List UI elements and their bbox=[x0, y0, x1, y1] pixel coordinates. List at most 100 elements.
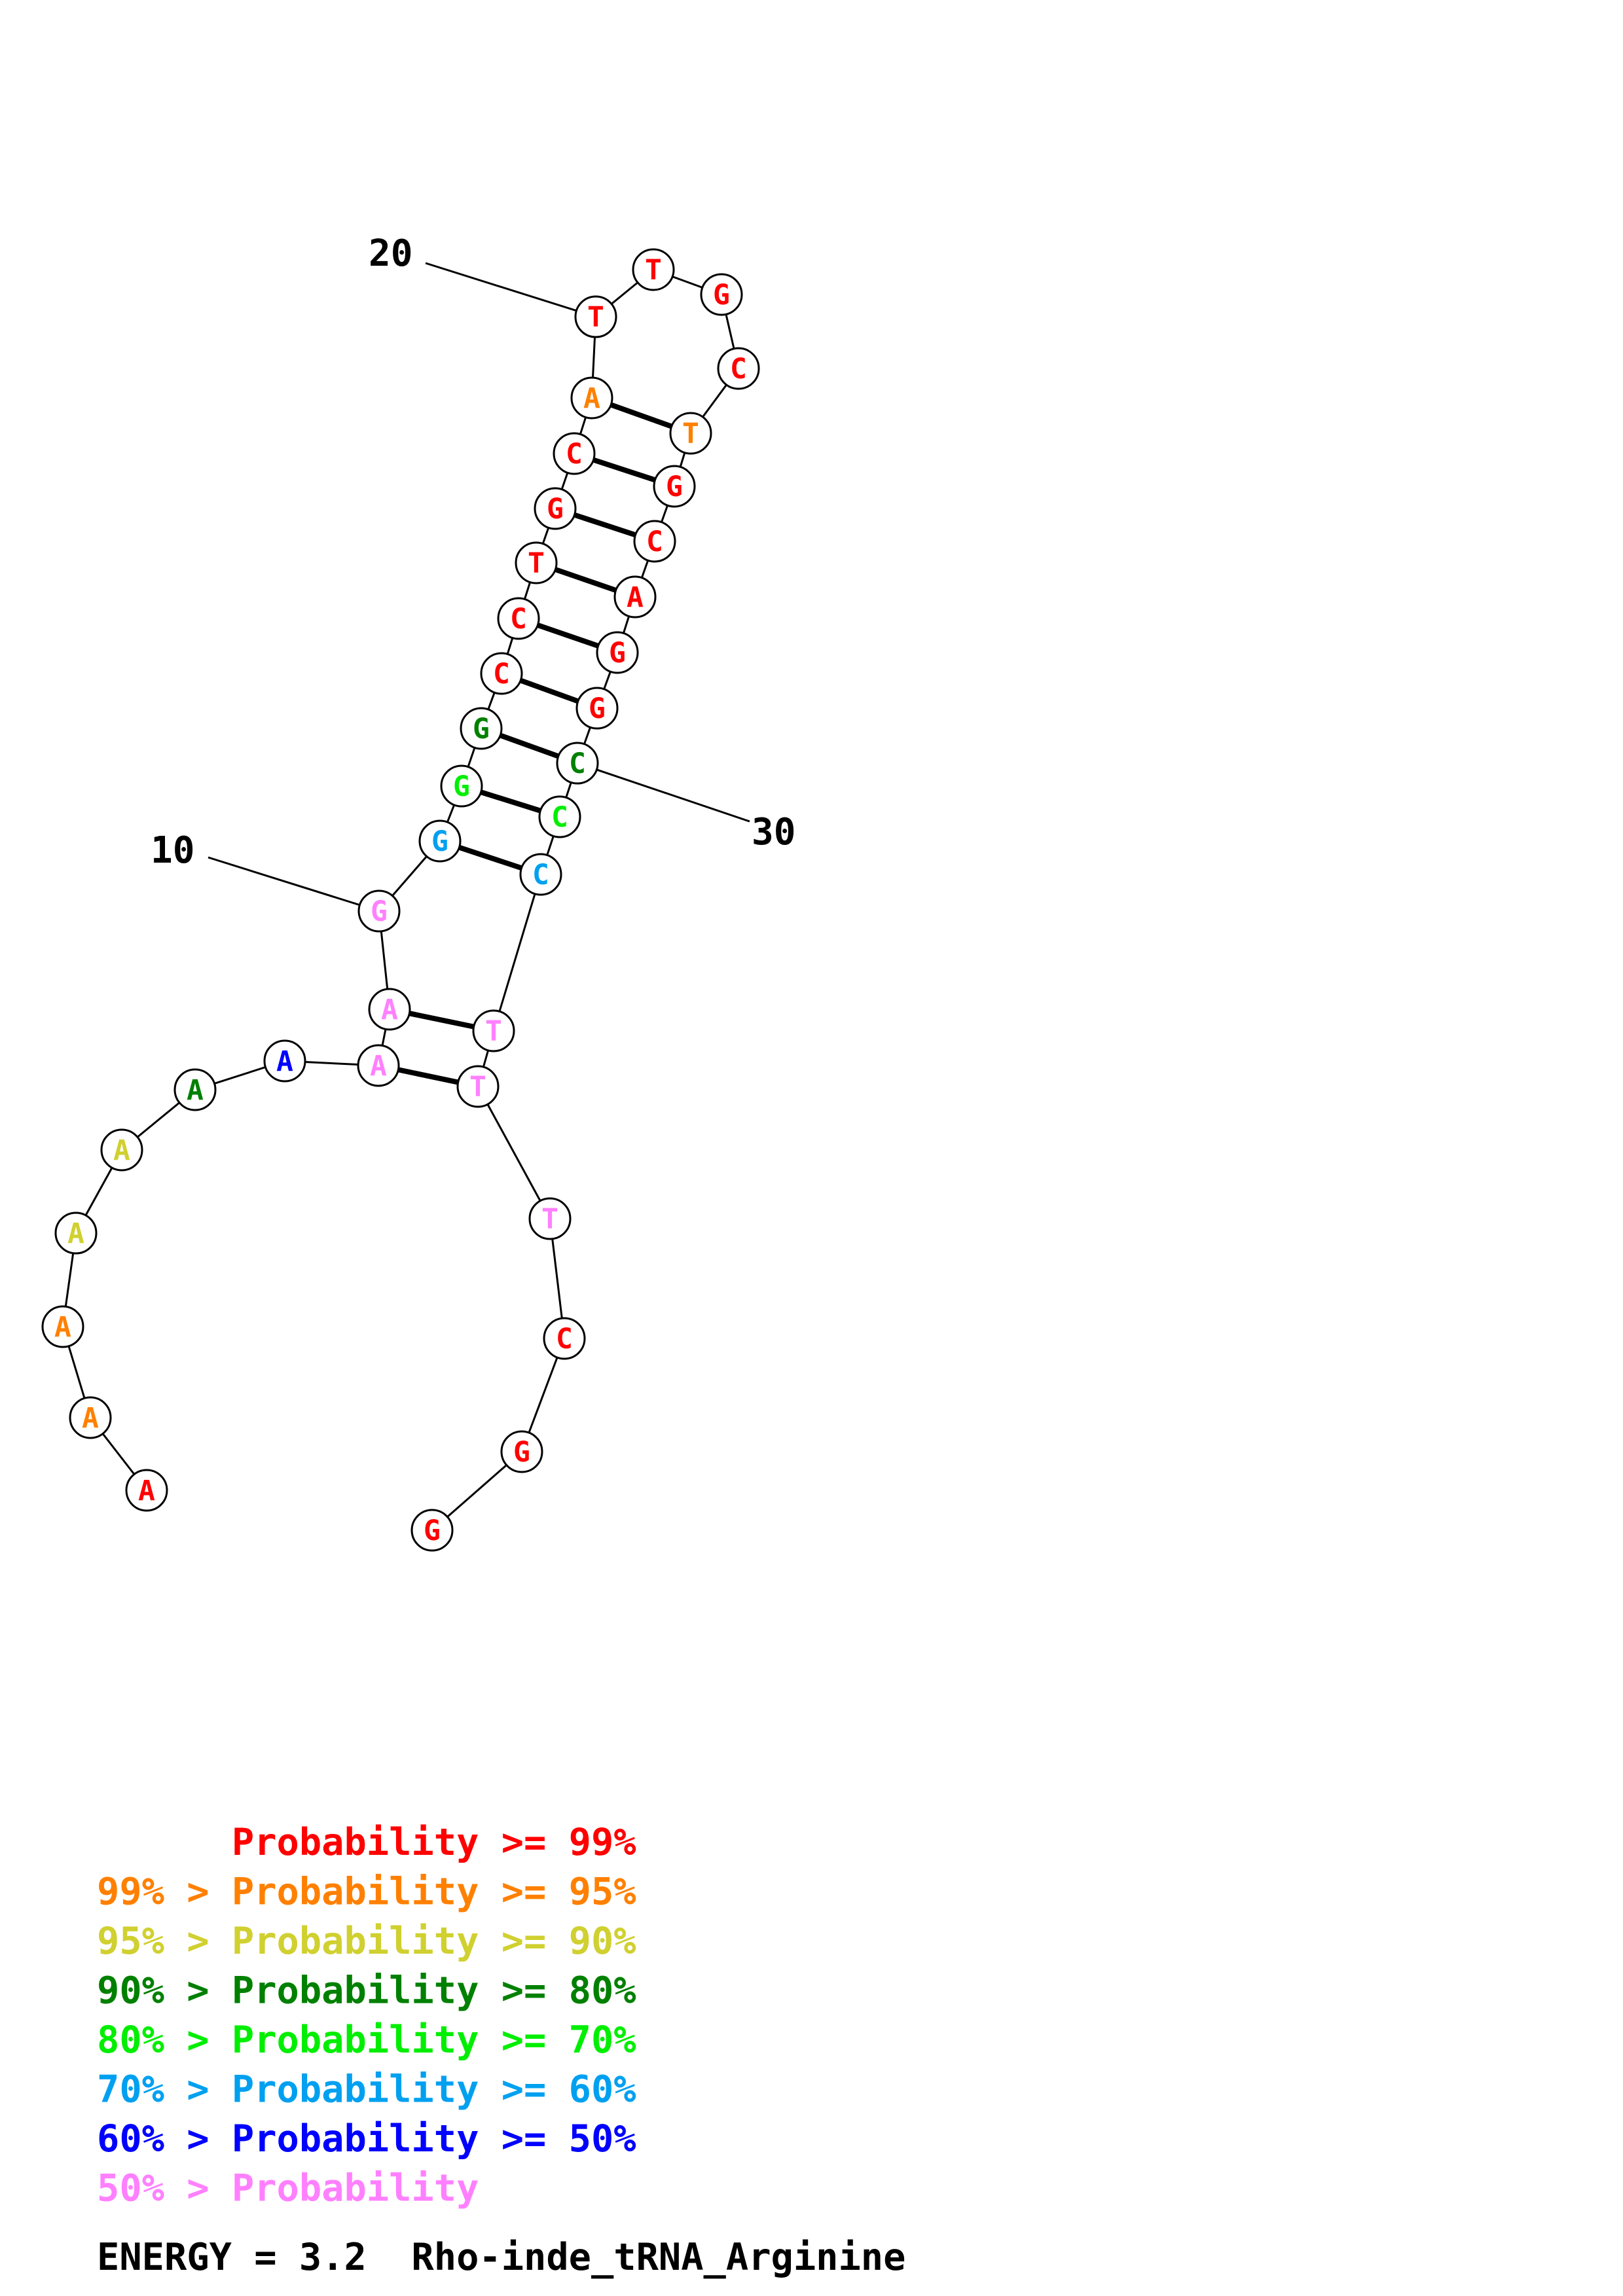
nucleotide-letter: T bbox=[528, 547, 545, 580]
nucleotide-letter: C bbox=[510, 603, 527, 636]
legend-entry: 99% > Probability >= 95% bbox=[97, 1871, 636, 1914]
nucleotide-13: G bbox=[460, 707, 503, 750]
nucleotide-circle bbox=[472, 1009, 515, 1052]
nucleotide-9: A bbox=[368, 988, 411, 1031]
nucleotide-31: C bbox=[538, 795, 581, 838]
nucleotide-circle bbox=[653, 465, 696, 508]
nucleotide-letter: T bbox=[485, 1015, 502, 1048]
position-label-20: 20 bbox=[369, 232, 412, 275]
legend-entry: 50% > Probability bbox=[97, 2167, 479, 2210]
nucleotide-circle bbox=[500, 1430, 543, 1473]
nucleotide-11: G bbox=[418, 819, 462, 863]
position-leader-line bbox=[425, 262, 596, 318]
nucleotide-5: A bbox=[100, 1128, 143, 1172]
nucleotide-circle bbox=[410, 1509, 454, 1552]
nucleotide-12: G bbox=[440, 764, 483, 808]
nucleotide-18: C bbox=[553, 432, 596, 475]
nucleotide-letter: C bbox=[566, 438, 583, 471]
position-leader-line bbox=[577, 762, 750, 823]
nucleotide-36: C bbox=[543, 1317, 586, 1360]
nucleotide-8: A bbox=[357, 1044, 400, 1087]
legend-entry: 95% > Probability >= 90% bbox=[97, 1920, 636, 1963]
nucleotide-circle bbox=[41, 1305, 84, 1348]
nucleotide-letter: G bbox=[589, 692, 606, 725]
position-label-30: 30 bbox=[752, 811, 795, 853]
nucleotide-letter: C bbox=[493, 658, 510, 691]
nucleotide-letter: T bbox=[541, 1203, 558, 1236]
nucleotide-21: T bbox=[632, 248, 675, 291]
base-pair-bonds bbox=[378, 395, 692, 1089]
position-leader-line bbox=[208, 856, 380, 912]
nucleotide-circle bbox=[553, 432, 596, 475]
nucleotide-letter: G bbox=[547, 493, 564, 526]
nucleotide-letter: C bbox=[646, 526, 663, 558]
backbone-segment bbox=[492, 874, 542, 1031]
nucleotide-circle bbox=[669, 412, 712, 455]
nucleotide-circle bbox=[596, 631, 639, 674]
nucleotide-circle bbox=[543, 1317, 586, 1360]
legend-entry: 70% > Probability >= 60% bbox=[97, 2068, 636, 2111]
nucleotide-28: G bbox=[596, 631, 639, 674]
nucleotide-letter: A bbox=[276, 1045, 293, 1078]
nucleotide-letter: G bbox=[713, 279, 730, 312]
nucleotide-33: T bbox=[472, 1009, 515, 1052]
nucleotide-19: A bbox=[570, 376, 613, 420]
nucleotide-circle bbox=[456, 1065, 500, 1108]
nucleotide-14: C bbox=[480, 652, 523, 695]
nucleotide-letter: G bbox=[609, 637, 626, 670]
nucleotide-letter: A bbox=[627, 581, 644, 614]
nucleotide-16: T bbox=[515, 541, 558, 584]
nucleotide-circle bbox=[480, 652, 523, 695]
nucleotide-25: G bbox=[653, 465, 696, 508]
nucleotide-letter: A bbox=[370, 1050, 387, 1083]
nucleotide-letter: C bbox=[569, 747, 586, 780]
nucleotide-letter: A bbox=[82, 1402, 99, 1435]
nucleotide-circle bbox=[54, 1211, 98, 1255]
nucleotide-22: G bbox=[700, 273, 743, 316]
legend-entry: 60% > Probability >= 50% bbox=[97, 2117, 636, 2161]
nucleotide-24: T bbox=[669, 412, 712, 455]
position-label-10: 10 bbox=[151, 829, 194, 872]
legend-entry: 80% > Probability >= 70% bbox=[97, 2018, 636, 2062]
nucleotide-23: C bbox=[717, 347, 760, 390]
nucleotide-1: A bbox=[125, 1469, 168, 1512]
nucleotide-letter: G bbox=[453, 770, 470, 803]
nucleotide-32: C bbox=[519, 853, 562, 896]
nucleotide-letter: T bbox=[587, 301, 604, 334]
legend-entry: Probability >= 99% bbox=[97, 1821, 636, 1864]
nucleotide-2: A bbox=[69, 1396, 112, 1439]
legend-entry: 90% > Probability >= 80% bbox=[97, 1969, 636, 2013]
nucleotide-circle bbox=[632, 248, 675, 291]
nucleotide-4: A bbox=[54, 1211, 98, 1255]
nucleotide-circle bbox=[575, 687, 619, 730]
nucleotide-37: G bbox=[500, 1430, 543, 1473]
nucleotide-circle bbox=[534, 487, 577, 530]
nucleotide-circle bbox=[574, 295, 617, 338]
backbone-segment bbox=[477, 1086, 551, 1219]
nucleotide-letter: G bbox=[431, 825, 448, 858]
nucleotide-circle bbox=[497, 597, 540, 640]
backbone-lines bbox=[62, 268, 740, 1532]
nucleotide-35: T bbox=[528, 1197, 572, 1240]
nucleotide-15: C bbox=[497, 597, 540, 640]
nucleotide-letter: A bbox=[583, 382, 600, 415]
nucleotide-circle bbox=[717, 347, 760, 390]
nucleotide-10: G bbox=[357, 889, 401, 933]
nucleotide-letter: C bbox=[730, 353, 747, 386]
nucleotide-3: A bbox=[41, 1305, 84, 1348]
nucleotide-circle bbox=[125, 1469, 168, 1512]
nucleotide-letter: A bbox=[67, 1217, 84, 1250]
nucleotide-letter: A bbox=[138, 1475, 155, 1507]
nucleotide-circle bbox=[556, 742, 599, 785]
position-labels: 10 20 30 bbox=[151, 232, 795, 912]
nucleotide-letter: C bbox=[556, 1323, 573, 1355]
nucleotide-circle bbox=[69, 1396, 112, 1439]
nucleotide-letter: A bbox=[54, 1311, 71, 1344]
nucleotide-letter: G bbox=[371, 895, 388, 928]
nucleotide-letter: A bbox=[187, 1074, 204, 1107]
probability-legend: Probability >= 99% 99% > Probability >= 9… bbox=[97, 1821, 636, 2210]
nucleotide-circle bbox=[418, 819, 462, 863]
nucleotide-letter: A bbox=[381, 994, 398, 1026]
